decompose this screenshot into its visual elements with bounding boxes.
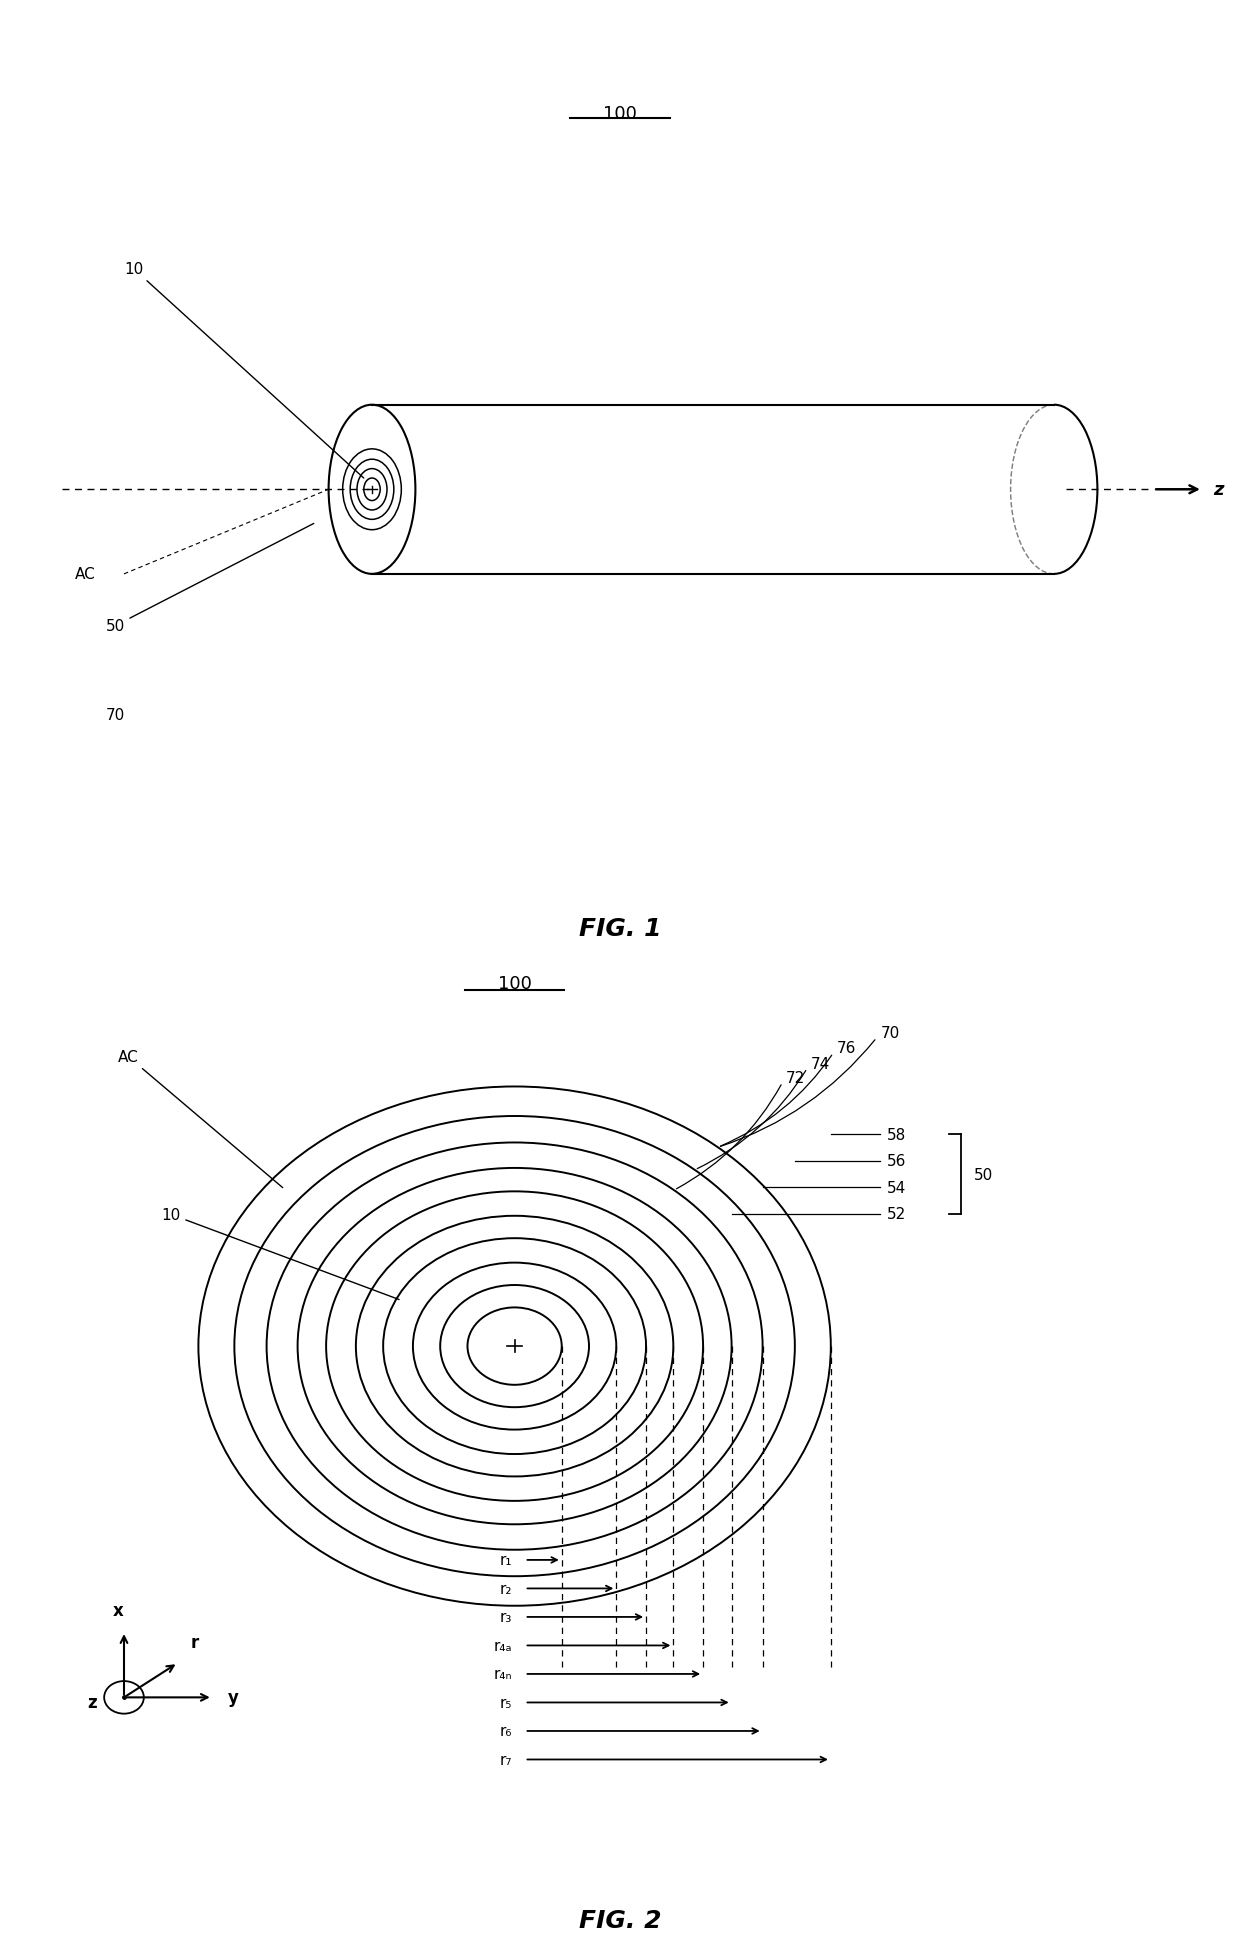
Text: r₆: r₆	[500, 1724, 512, 1738]
Text: 70: 70	[880, 1025, 900, 1041]
Text: r₄ₐ: r₄ₐ	[494, 1638, 512, 1654]
Text: r: r	[191, 1632, 200, 1650]
Text: 56: 56	[887, 1155, 906, 1168]
Text: 70: 70	[105, 708, 125, 722]
Text: z: z	[1213, 481, 1223, 499]
Text: r₃: r₃	[500, 1609, 512, 1624]
Text: z: z	[87, 1693, 97, 1712]
Text: AC: AC	[74, 568, 95, 581]
Text: 50: 50	[973, 1166, 993, 1182]
Text: 76: 76	[837, 1041, 857, 1055]
Text: r₄ₙ: r₄ₙ	[494, 1667, 512, 1681]
Text: AC: AC	[118, 1049, 283, 1188]
Text: 54: 54	[887, 1180, 906, 1196]
Text: x: x	[113, 1601, 123, 1618]
Text: 72: 72	[786, 1070, 806, 1086]
Text: 52: 52	[887, 1207, 906, 1221]
Text: 10: 10	[124, 262, 363, 479]
Circle shape	[104, 1681, 144, 1714]
Text: FIG. 2: FIG. 2	[579, 1908, 661, 1932]
Text: r₂: r₂	[500, 1581, 512, 1597]
Text: r₅: r₅	[500, 1695, 512, 1710]
Text: 58: 58	[887, 1127, 906, 1143]
Text: 100: 100	[603, 106, 637, 123]
Text: r₁: r₁	[500, 1552, 512, 1568]
Text: 10: 10	[161, 1207, 399, 1299]
Text: FIG. 1: FIG. 1	[579, 918, 661, 941]
Text: 74: 74	[811, 1057, 831, 1070]
Text: 100: 100	[497, 975, 532, 992]
Text: 50: 50	[105, 524, 314, 634]
Text: y: y	[228, 1689, 238, 1707]
Text: r₇: r₇	[500, 1752, 512, 1767]
